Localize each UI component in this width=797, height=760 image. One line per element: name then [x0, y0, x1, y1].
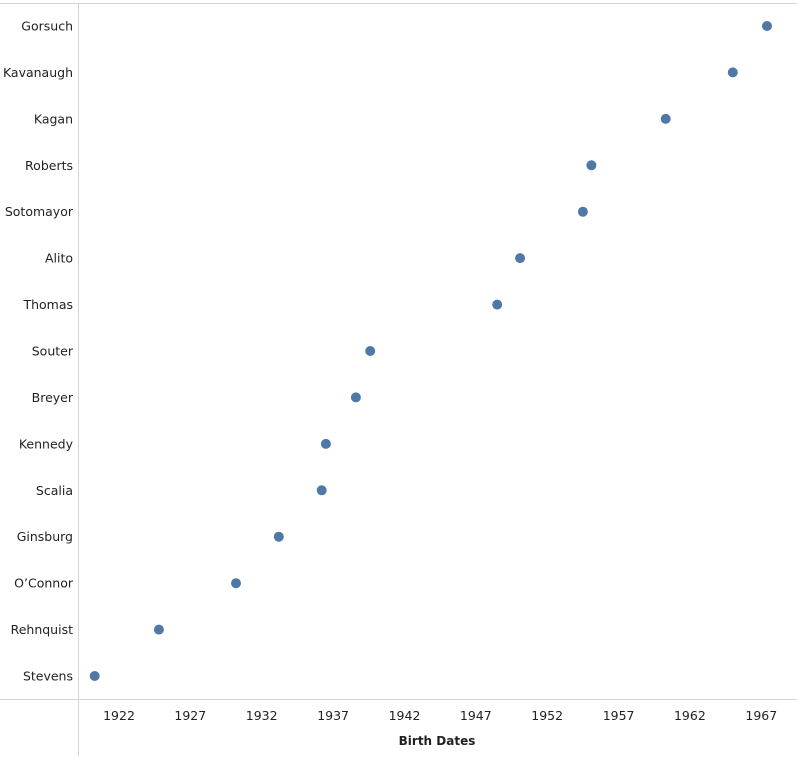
x-tick-label: 1947	[460, 708, 492, 723]
data-point	[762, 21, 772, 31]
y-tick-label: Rehnquist	[11, 622, 74, 637]
y-tick-label: Kavanaugh	[3, 65, 73, 80]
data-point	[316, 485, 327, 496]
data-point	[365, 346, 376, 356]
data-point	[153, 624, 164, 635]
data-point	[320, 438, 331, 449]
x-axis-label: Birth Dates	[399, 734, 476, 748]
axes	[0, 3, 797, 756]
y-tick-label: Gorsuch	[21, 19, 73, 34]
y-tick-label: Ginsburg	[17, 529, 73, 544]
y-tick-label: Thomas	[22, 297, 73, 312]
x-tick-label: 1942	[389, 708, 421, 723]
y-tick-label: Kennedy	[19, 436, 74, 451]
x-tick-label: 1962	[674, 708, 706, 723]
y-tick-label: Alito	[45, 251, 73, 266]
x-tick-label: 1952	[531, 708, 563, 723]
y-tick-label: Kagan	[34, 111, 73, 126]
x-tick-label: 1932	[246, 708, 278, 723]
x-tick-label: 1937	[317, 708, 349, 723]
x-tick-label: 1927	[174, 708, 206, 723]
data-points	[89, 21, 772, 681]
x-tick-label: 1957	[603, 708, 635, 723]
data-point	[492, 299, 503, 310]
data-point	[273, 531, 284, 542]
y-tick-label: Breyer	[32, 390, 74, 405]
data-point	[660, 113, 671, 124]
data-point	[89, 671, 100, 681]
y-tick-label: Sotomayor	[5, 204, 74, 219]
y-tick-label: Roberts	[25, 158, 73, 173]
y-tick-label: Scalia	[36, 483, 73, 498]
y-tick-label: Stevens	[23, 669, 73, 684]
x-tick-label: 1967	[745, 708, 777, 723]
y-tick-label: Souter	[32, 344, 74, 359]
data-point	[577, 206, 588, 217]
data-point	[586, 160, 597, 171]
data-point	[350, 392, 361, 403]
data-point	[515, 253, 526, 264]
y-tick-label: O’Connor	[14, 576, 74, 591]
data-point	[727, 67, 738, 78]
data-point	[231, 578, 241, 589]
y-tick-labels: Gorsuch Kavanaugh Kagan Roberts Sotomayor Ali…	[3, 19, 74, 684]
x-tick-labels: 1922 1927 1932 1937 1942 1947 1952 1957 1962 1967	[103, 708, 777, 723]
x-tick-label: 1922	[103, 708, 135, 723]
